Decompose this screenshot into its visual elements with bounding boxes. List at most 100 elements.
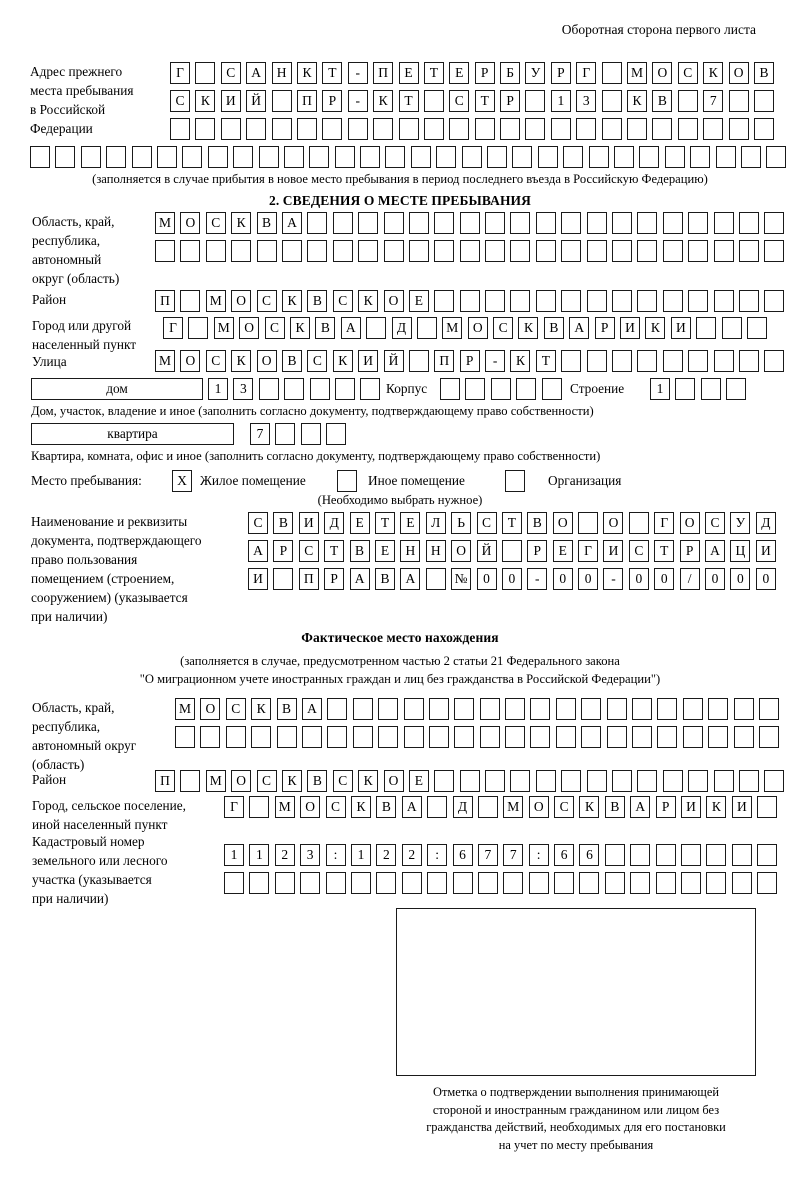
- char-cell[interactable]: [325, 872, 346, 894]
- char-cell[interactable]: В: [281, 350, 302, 372]
- char-cell[interactable]: [408, 350, 429, 372]
- char-cell[interactable]: С: [493, 317, 514, 339]
- char-cell[interactable]: Г: [170, 62, 190, 84]
- char-cell[interactable]: М: [503, 796, 524, 818]
- char-cell[interactable]: [251, 726, 272, 748]
- flat-number-cells[interactable]: 7: [250, 423, 347, 445]
- char-cell[interactable]: И: [298, 512, 319, 534]
- char-cell[interactable]: [728, 118, 749, 140]
- char-cell[interactable]: [233, 146, 254, 168]
- char-cell[interactable]: Г: [578, 540, 599, 562]
- char-cell[interactable]: [490, 378, 511, 400]
- char-cell[interactable]: В: [604, 796, 625, 818]
- char-cell[interactable]: 2: [274, 844, 295, 866]
- char-cell[interactable]: [675, 378, 696, 400]
- char-cell[interactable]: [180, 290, 201, 312]
- prev-address-row-4[interactable]: [30, 146, 787, 168]
- char-cell[interactable]: [586, 770, 607, 792]
- char-cell[interactable]: [696, 317, 717, 339]
- char-cell[interactable]: К: [281, 770, 302, 792]
- char-cell[interactable]: [170, 118, 190, 140]
- char-cell[interactable]: Й: [246, 90, 267, 112]
- char-cell[interactable]: [225, 726, 246, 748]
- char-cell[interactable]: [535, 290, 556, 312]
- char-cell[interactable]: [713, 240, 734, 262]
- char-cell[interactable]: [708, 698, 729, 720]
- char-cell[interactable]: В: [307, 770, 328, 792]
- char-cell[interactable]: [561, 770, 582, 792]
- char-cell[interactable]: [550, 118, 571, 140]
- char-cell[interactable]: [258, 146, 279, 168]
- char-cell[interactable]: [581, 726, 602, 748]
- char-cell[interactable]: [454, 698, 475, 720]
- char-cell[interactable]: О: [679, 512, 700, 534]
- char-cell[interactable]: Ь: [451, 512, 472, 534]
- char-cell[interactable]: [271, 90, 292, 112]
- char-cell[interactable]: К: [281, 290, 302, 312]
- char-cell[interactable]: 7: [477, 844, 498, 866]
- char-cell[interactable]: Т: [654, 540, 675, 562]
- char-cell[interactable]: С: [325, 796, 346, 818]
- char-cell[interactable]: [256, 240, 277, 262]
- char-cell[interactable]: Р: [500, 90, 521, 112]
- char-cell[interactable]: Н: [400, 540, 421, 562]
- char-cell[interactable]: [628, 512, 649, 534]
- char-cell[interactable]: [764, 290, 785, 312]
- char-cell[interactable]: [300, 872, 321, 894]
- char-cell[interactable]: [503, 872, 524, 894]
- char-cell[interactable]: [688, 350, 709, 372]
- char-cell[interactable]: [604, 844, 625, 866]
- char-cell[interactable]: И: [248, 568, 268, 590]
- char-cell[interactable]: О: [180, 212, 201, 234]
- char-cell[interactable]: О: [652, 62, 673, 84]
- char-cell[interactable]: [706, 872, 727, 894]
- char-cell[interactable]: [427, 796, 448, 818]
- char-cell[interactable]: [334, 378, 355, 400]
- char-cell[interactable]: [738, 290, 759, 312]
- char-cell[interactable]: [733, 726, 754, 748]
- char-cell[interactable]: 0: [578, 568, 599, 590]
- char-cell[interactable]: О: [603, 512, 624, 534]
- char-cell[interactable]: [276, 726, 297, 748]
- char-cell[interactable]: Е: [449, 62, 470, 84]
- char-cell[interactable]: М: [205, 290, 226, 312]
- char-cell[interactable]: М: [442, 317, 463, 339]
- char-cell[interactable]: О: [451, 540, 472, 562]
- char-cell[interactable]: Т: [423, 62, 444, 84]
- char-cell[interactable]: [505, 726, 526, 748]
- char-cell[interactable]: П: [373, 62, 394, 84]
- char-cell[interactable]: М: [205, 770, 226, 792]
- char-cell[interactable]: [612, 350, 633, 372]
- char-cell[interactable]: [561, 350, 582, 372]
- char-cell[interactable]: [731, 844, 752, 866]
- char-cell[interactable]: [449, 118, 470, 140]
- char-cell[interactable]: К: [296, 62, 317, 84]
- char-cell[interactable]: [334, 146, 355, 168]
- char-cell[interactable]: 0: [654, 568, 675, 590]
- char-cell[interactable]: [373, 118, 394, 140]
- char-cell[interactable]: [657, 698, 678, 720]
- char-cell[interactable]: [352, 698, 373, 720]
- char-cell[interactable]: И: [358, 350, 379, 372]
- char-cell[interactable]: В: [543, 317, 564, 339]
- char-cell[interactable]: [326, 423, 347, 445]
- char-cell[interactable]: [131, 146, 152, 168]
- char-cell[interactable]: Й: [383, 350, 404, 372]
- char-cell[interactable]: И: [620, 317, 641, 339]
- char-cell[interactable]: [601, 62, 622, 84]
- char-cell[interactable]: [715, 146, 736, 168]
- char-cell[interactable]: О: [552, 512, 573, 534]
- char-cell[interactable]: [307, 240, 328, 262]
- char-cell[interactable]: О: [180, 350, 201, 372]
- char-cell[interactable]: [360, 378, 381, 400]
- char-cell[interactable]: Т: [324, 540, 345, 562]
- char-cell[interactable]: :: [427, 844, 448, 866]
- char-cell[interactable]: О: [467, 317, 488, 339]
- char-cell[interactable]: Р: [324, 568, 345, 590]
- char-cell[interactable]: [408, 240, 429, 262]
- char-cell[interactable]: [738, 240, 759, 262]
- char-cell[interactable]: [485, 212, 506, 234]
- char-cell[interactable]: [487, 146, 508, 168]
